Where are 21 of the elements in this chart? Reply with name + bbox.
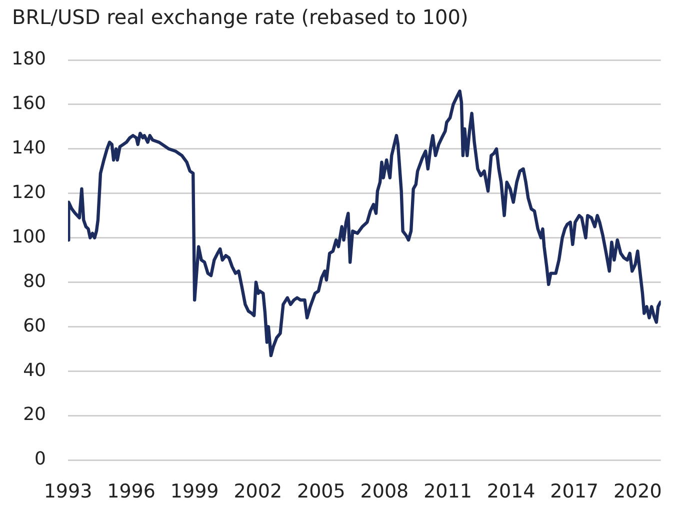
x-tick-label: 1999 — [170, 480, 219, 502]
y-tick-label: 180 — [12, 48, 46, 70]
x-tick-label: 2011 — [424, 480, 472, 502]
x-tick-label: 2014 — [486, 480, 536, 502]
y-tick-label: 40 — [23, 360, 46, 381]
x-tick-label: 2005 — [296, 480, 346, 502]
y-tick-label: 20 — [23, 404, 46, 426]
x-tick-label: 1996 — [107, 480, 156, 502]
y-tick-label: 120 — [12, 182, 46, 204]
chart-title: BRL/USD real exchange rate (rebased to 100) — [12, 5, 468, 30]
y-tick-label: 140 — [12, 138, 46, 159]
y-tick-label: 100 — [12, 226, 46, 248]
x-tick-label: 2002 — [234, 480, 282, 502]
x-tick-label: 2017 — [550, 480, 599, 502]
y-tick-label: 160 — [12, 93, 46, 114]
y-tick-label: 80 — [23, 270, 46, 292]
y-tick-label: 0 — [34, 448, 46, 470]
x-tick-label: 1993 — [44, 480, 92, 502]
x-tick-label: 2008 — [360, 480, 409, 502]
x-tick-label: 2020 — [613, 480, 662, 502]
y-tick-label: 60 — [23, 315, 46, 336]
